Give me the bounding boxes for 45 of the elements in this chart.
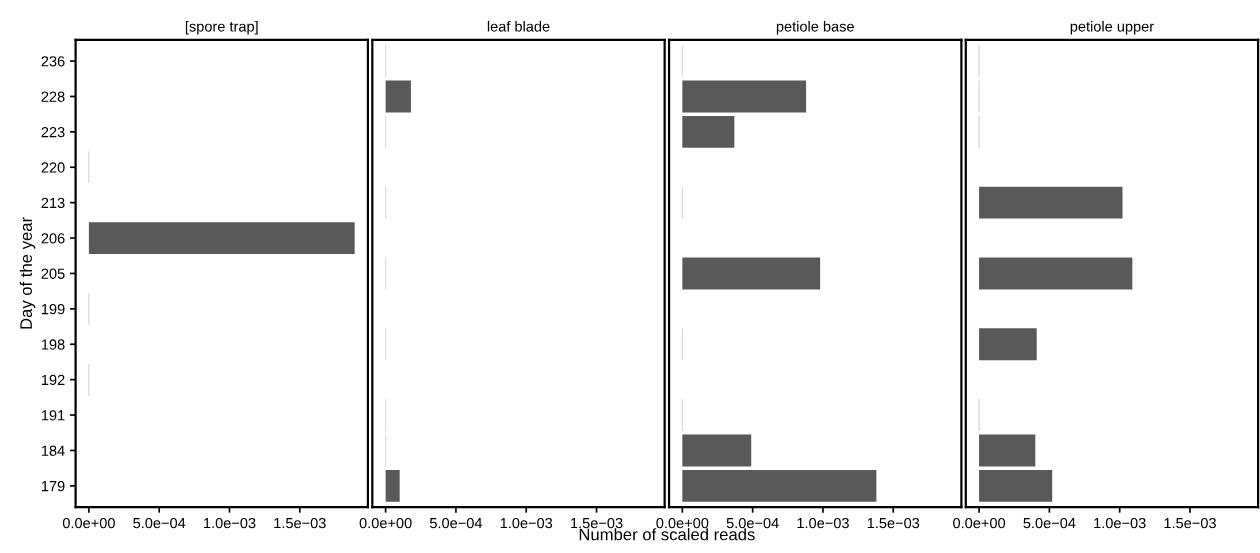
x-tick-label: 5.0e−04 <box>429 517 483 529</box>
x-tick-label: 5.0e−04 <box>133 517 186 529</box>
bar <box>979 434 1036 467</box>
x-axis-title: Number of scaled reads <box>579 528 755 541</box>
y-tick-label: 198 <box>41 339 65 350</box>
bar <box>979 186 1123 219</box>
chart-title: [spore trap] <box>185 20 258 35</box>
x-tick-label: 5.0e−04 <box>1023 517 1076 529</box>
y-tick-label: 236 <box>41 56 65 67</box>
y-tick-label: 206 <box>41 233 65 244</box>
x-tick-label: 1.0e−03 <box>500 517 553 529</box>
bar <box>682 469 877 502</box>
x-tick-label: 0.0e+00 <box>359 517 412 529</box>
x-tick-label: 1.0e−03 <box>204 517 256 529</box>
x-tick-label: 1.5e−03 <box>867 517 920 529</box>
y-tick-label: 199 <box>41 303 65 315</box>
bar <box>979 469 1053 502</box>
x-tick-label: 1.5e−03 <box>571 517 623 529</box>
y-tick-label: 213 <box>41 197 65 209</box>
x-tick-label: 1.5e−03 <box>1164 517 1216 529</box>
x-tick-label: 0.0e+00 <box>656 517 709 529</box>
chart-title: leaf blade <box>487 20 550 32</box>
x-tick-label: 0.0e+00 <box>953 517 1006 529</box>
y-tick-label: 220 <box>41 162 65 173</box>
y-axis-title: Day of the year <box>19 217 36 329</box>
x-tick-label: 1.0e−03 <box>1094 517 1146 529</box>
chart-title: petiole upper <box>1070 20 1154 35</box>
x-tick-label: 5.0e−04 <box>726 517 779 529</box>
y-tick-label: 205 <box>41 268 65 279</box>
y-tick-label: 228 <box>41 91 65 102</box>
x-tick-label: 1.0e−03 <box>797 517 849 529</box>
x-tick-label: 0.0e+00 <box>62 517 115 529</box>
y-tick-label: 191 <box>41 410 65 421</box>
chart-title: petiole base <box>776 20 854 35</box>
bar <box>979 328 1037 361</box>
bar <box>682 80 807 113</box>
bar <box>682 115 735 148</box>
y-tick-label: 192 <box>41 374 65 386</box>
y-tick-label: 184 <box>41 445 65 456</box>
bar <box>682 257 821 290</box>
x-tick-label: 1.5e−03 <box>274 517 326 529</box>
bar <box>682 434 752 467</box>
bar <box>979 257 1133 290</box>
y-tick-label: 179 <box>41 480 65 492</box>
y-tick-label: 223 <box>41 126 65 138</box>
